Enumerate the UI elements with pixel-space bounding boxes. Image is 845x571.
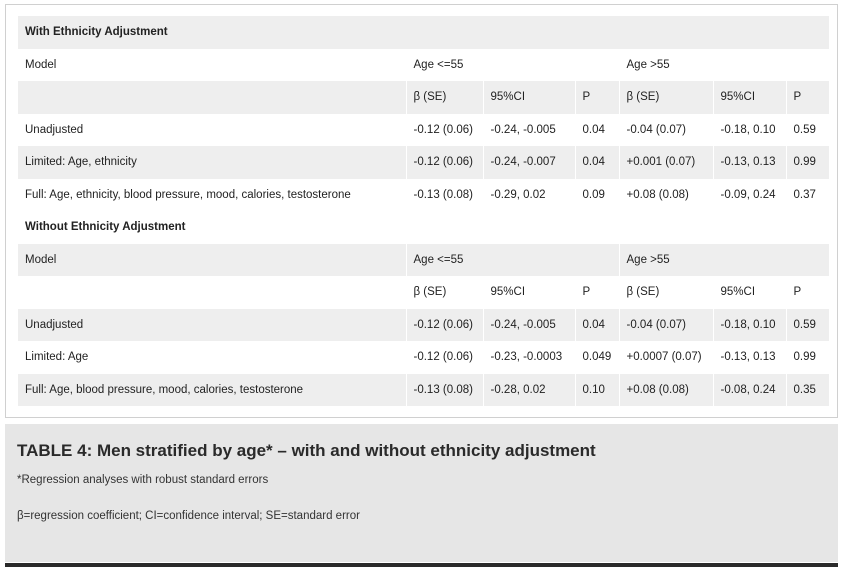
table-footnote: *Regression analyses with robust standar… bbox=[17, 474, 269, 486]
group-header-row: Model Age <=55 Age >55 bbox=[18, 48, 830, 81]
table-cell: -0.18, 0.10 bbox=[713, 308, 787, 341]
sub-header-cell: β (SE) bbox=[406, 81, 484, 114]
table-cell: 0.37 bbox=[786, 178, 830, 211]
sub-header-cell: β (SE) bbox=[619, 81, 714, 114]
sub-header-cell: β (SE) bbox=[406, 276, 484, 309]
table-cell: -0.12 (0.06) bbox=[406, 146, 484, 179]
table-cell: 0.59 bbox=[786, 113, 830, 146]
section-heading: Without Ethnicity Adjustment bbox=[18, 211, 830, 244]
sub-header-cell: 95%CI bbox=[713, 276, 787, 309]
table-cell: +0.001 (0.07) bbox=[619, 146, 714, 179]
table-cell: +0.0007 (0.07) bbox=[619, 341, 714, 374]
table-cell: -0.23, -0.0003 bbox=[483, 341, 576, 374]
model-cell: Full: Age, ethnicity, blood pressure, mo… bbox=[18, 178, 407, 211]
sub-header-row: β (SE) 95%CI P β (SE) 95%CI P bbox=[18, 276, 830, 309]
sub-header-cell: P bbox=[786, 81, 830, 114]
model-header: Model bbox=[18, 48, 407, 81]
model-cell: Unadjusted bbox=[18, 308, 407, 341]
sub-header-blank bbox=[18, 81, 407, 114]
age-young-header: Age <=55 bbox=[406, 243, 620, 276]
table-cell: -0.24, -0.007 bbox=[483, 146, 576, 179]
table-cell: -0.24, -0.005 bbox=[483, 308, 576, 341]
model-header: Model bbox=[18, 243, 407, 276]
sub-header-row: β (SE) 95%CI P β (SE) 95%CI P bbox=[18, 81, 830, 114]
table-row: Limited: Age -0.12 (0.06) -0.23, -0.0003… bbox=[18, 341, 830, 374]
table-cell: -0.13 (0.08) bbox=[406, 178, 484, 211]
sub-header-cell: P bbox=[575, 276, 620, 309]
table-cell: 0.049 bbox=[575, 341, 620, 374]
sub-header-blank bbox=[18, 276, 407, 309]
age-young-header: Age <=55 bbox=[406, 48, 620, 81]
table-cell: -0.09, 0.24 bbox=[713, 178, 787, 211]
table-cell: 0.10 bbox=[575, 373, 620, 406]
sub-header-cell: β (SE) bbox=[619, 276, 714, 309]
table-cell: +0.08 (0.08) bbox=[619, 178, 714, 211]
table-cell: -0.18, 0.10 bbox=[713, 113, 787, 146]
model-cell: Unadjusted bbox=[18, 113, 407, 146]
model-cell: Limited: Age bbox=[18, 341, 407, 374]
table-cell: -0.28, 0.02 bbox=[483, 373, 576, 406]
table-cell: 0.99 bbox=[786, 341, 830, 374]
table-frame: With Ethnicity Adjustment Model Age <=55… bbox=[5, 4, 838, 418]
sub-header-cell: 95%CI bbox=[483, 276, 576, 309]
group-header-row: Model Age <=55 Age >55 bbox=[18, 243, 830, 276]
table-caption: TABLE 4: Men stratified by age* – with a… bbox=[5, 424, 838, 562]
model-cell: Limited: Age, ethnicity bbox=[18, 146, 407, 179]
table-cell: 0.04 bbox=[575, 113, 620, 146]
table-cell: 0.09 bbox=[575, 178, 620, 211]
table-row: Limited: Age, ethnicity -0.12 (0.06) -0.… bbox=[18, 146, 830, 179]
table-row: Unadjusted -0.12 (0.06) -0.24, -0.005 0.… bbox=[18, 113, 830, 146]
section-heading-row: Without Ethnicity Adjustment bbox=[18, 211, 830, 244]
section-heading: With Ethnicity Adjustment bbox=[18, 16, 830, 49]
table-cell: 0.04 bbox=[575, 308, 620, 341]
table-cell: -0.12 (0.06) bbox=[406, 113, 484, 146]
sub-header-cell: 95%CI bbox=[483, 81, 576, 114]
table-cell: -0.13, 0.13 bbox=[713, 341, 787, 374]
sub-header-cell: P bbox=[786, 276, 830, 309]
table-cell: -0.12 (0.06) bbox=[406, 341, 484, 374]
table-row: Unadjusted -0.12 (0.06) -0.24, -0.005 0.… bbox=[18, 308, 830, 341]
table-cell: 0.59 bbox=[786, 308, 830, 341]
table-cell: -0.12 (0.06) bbox=[406, 308, 484, 341]
sub-header-cell: P bbox=[575, 81, 620, 114]
bottom-divider bbox=[5, 563, 838, 567]
table-row: Full: Age, blood pressure, mood, calorie… bbox=[18, 373, 830, 406]
table-cell: -0.13, 0.13 bbox=[713, 146, 787, 179]
table-row: Full: Age, ethnicity, blood pressure, mo… bbox=[18, 178, 830, 211]
table-cell: 0.35 bbox=[786, 373, 830, 406]
age-old-header: Age >55 bbox=[619, 48, 830, 81]
age-old-header: Age >55 bbox=[619, 243, 830, 276]
table-cell: -0.08, 0.24 bbox=[713, 373, 787, 406]
table-abbreviations: β=regression coefficient; CI=confidence … bbox=[17, 510, 360, 522]
table-cell: -0.04 (0.07) bbox=[619, 113, 714, 146]
section-heading-row: With Ethnicity Adjustment bbox=[18, 16, 830, 49]
table-cell: 0.99 bbox=[786, 146, 830, 179]
table-cell: -0.29, 0.02 bbox=[483, 178, 576, 211]
table-cell: +0.08 (0.08) bbox=[619, 373, 714, 406]
model-cell: Full: Age, blood pressure, mood, calorie… bbox=[18, 373, 407, 406]
sub-header-cell: 95%CI bbox=[713, 81, 787, 114]
table-cell: -0.04 (0.07) bbox=[619, 308, 714, 341]
table-cell: 0.04 bbox=[575, 146, 620, 179]
table-cell: -0.13 (0.08) bbox=[406, 373, 484, 406]
table-title: TABLE 4: Men stratified by age* – with a… bbox=[17, 441, 596, 460]
results-table: With Ethnicity Adjustment Model Age <=55… bbox=[18, 16, 830, 406]
table-cell: -0.24, -0.005 bbox=[483, 113, 576, 146]
